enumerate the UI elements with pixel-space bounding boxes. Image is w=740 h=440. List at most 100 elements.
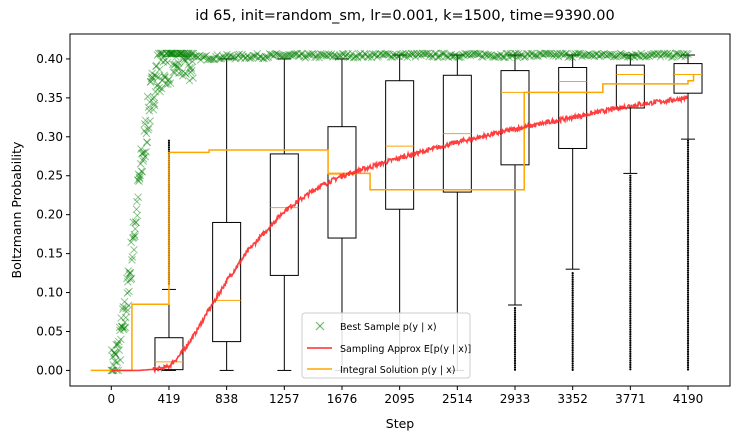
- best-sample-point: [139, 154, 148, 163]
- best-sample-point: [111, 350, 120, 358]
- best-sample-point: [479, 53, 487, 61]
- best-sample-point: [180, 55, 189, 64]
- best-sample-point: [583, 50, 592, 59]
- boxplot-flier: [686, 205, 690, 208]
- y-tick-label: 0.00: [36, 363, 63, 377]
- boxplot-flier: [629, 344, 632, 347]
- best-sample-point: [133, 176, 142, 184]
- best-sample-point: [171, 68, 179, 77]
- boxplot-flier: [571, 331, 574, 334]
- best-sample-point: [506, 49, 515, 58]
- boxplot-flier: [513, 342, 517, 345]
- boxplot-flier: [629, 339, 632, 342]
- best-sample-point: [382, 50, 391, 58]
- best-sample-point: [396, 50, 405, 59]
- best-sample-point: [571, 49, 580, 58]
- best-sample-point: [568, 53, 577, 62]
- best-sample-point: [207, 55, 216, 63]
- best-sample-point: [172, 62, 181, 71]
- best-sample-point: [140, 126, 149, 135]
- boxplot-flier: [629, 368, 632, 371]
- best-sample-point: [419, 49, 428, 58]
- boxplot-flier: [629, 183, 632, 186]
- boxplot-flier: [686, 247, 690, 250]
- best-sample-point: [155, 65, 164, 74]
- best-sample-point: [123, 289, 132, 297]
- boxplot-flier: [629, 335, 632, 338]
- boxplot-flier: [571, 342, 574, 345]
- best-sample-point: [503, 49, 512, 58]
- best-sample-point: [469, 49, 478, 58]
- best-sample-point: [436, 52, 445, 60]
- y-tick-label: 0.20: [36, 208, 63, 222]
- best-sample-point: [235, 50, 244, 59]
- best-sample-point: [201, 52, 209, 61]
- boxplot-flier: [686, 302, 690, 305]
- best-sample-point: [291, 50, 300, 59]
- best-sample-point: [186, 68, 195, 77]
- best-sample-point: [481, 50, 490, 59]
- boxplot-flier: [167, 139, 171, 142]
- best-sample-point: [618, 50, 626, 59]
- best-sample-point: [514, 49, 523, 58]
- boxplot-flier: [513, 320, 517, 323]
- best-sample-point: [487, 51, 496, 59]
- best-sample-point: [190, 52, 198, 61]
- boxplot-flier: [686, 287, 690, 290]
- boxplot-flier: [571, 324, 574, 327]
- boxplot-flier: [686, 251, 690, 254]
- best-sample-point: [677, 52, 685, 61]
- best-sample-point: [142, 148, 150, 156]
- y-tick-label: 0.15: [36, 247, 63, 261]
- best-sample-point: [430, 49, 439, 58]
- boxplot-flier: [686, 265, 690, 268]
- best-sample-point: [552, 51, 560, 60]
- best-sample-point: [246, 54, 255, 63]
- boxplot-flier: [686, 210, 690, 213]
- best-sample-point: [297, 49, 306, 58]
- best-sample-point: [124, 267, 133, 275]
- boxplot-flier: [571, 355, 574, 358]
- best-sample-point: [271, 50, 279, 59]
- best-sample-point: [374, 52, 383, 60]
- best-sample-point: [320, 50, 329, 59]
- best-sample-point: [600, 49, 608, 58]
- best-sample-point: [133, 211, 142, 220]
- best-sample-point: [447, 50, 456, 59]
- boxplot-flier: [686, 309, 690, 312]
- best-sample-point: [313, 50, 322, 59]
- boxplot-flier: [513, 340, 517, 343]
- best-sample-point: [109, 352, 117, 361]
- best-sample-point: [322, 51, 330, 60]
- boxplot-flier: [513, 355, 517, 358]
- best-sample-point: [331, 52, 340, 60]
- best-sample-point: [490, 53, 498, 61]
- y-tick-label: 0.10: [36, 286, 63, 300]
- best-sample-point: [360, 49, 369, 58]
- boxplot-flier: [571, 307, 574, 310]
- best-sample-point: [633, 51, 641, 60]
- best-sample-point: [137, 149, 146, 158]
- best-sample-point: [349, 53, 358, 62]
- best-sample-point: [338, 49, 347, 58]
- boxplot-flier: [571, 283, 574, 286]
- best-sample-point: [217, 54, 226, 63]
- best-sample-point: [251, 52, 260, 61]
- best-sample-point: [634, 51, 643, 60]
- boxplot-flier: [629, 333, 632, 336]
- boxplot-flier: [571, 311, 574, 314]
- best-sample-point: [305, 50, 314, 59]
- best-sample-point: [393, 52, 402, 61]
- best-sample-point: [278, 52, 286, 61]
- boxplot-flier: [513, 348, 517, 351]
- best-sample-point: [120, 297, 129, 306]
- boxplot-flier: [629, 240, 632, 243]
- best-sample-point: [110, 348, 119, 357]
- best-sample-point: [612, 52, 621, 61]
- best-sample-point: [174, 59, 183, 67]
- best-sample-point: [384, 50, 392, 58]
- best-sample-point: [663, 49, 672, 58]
- best-sample-point: [415, 49, 424, 58]
- best-sample-point: [164, 49, 173, 58]
- boxplot-flier: [686, 188, 690, 191]
